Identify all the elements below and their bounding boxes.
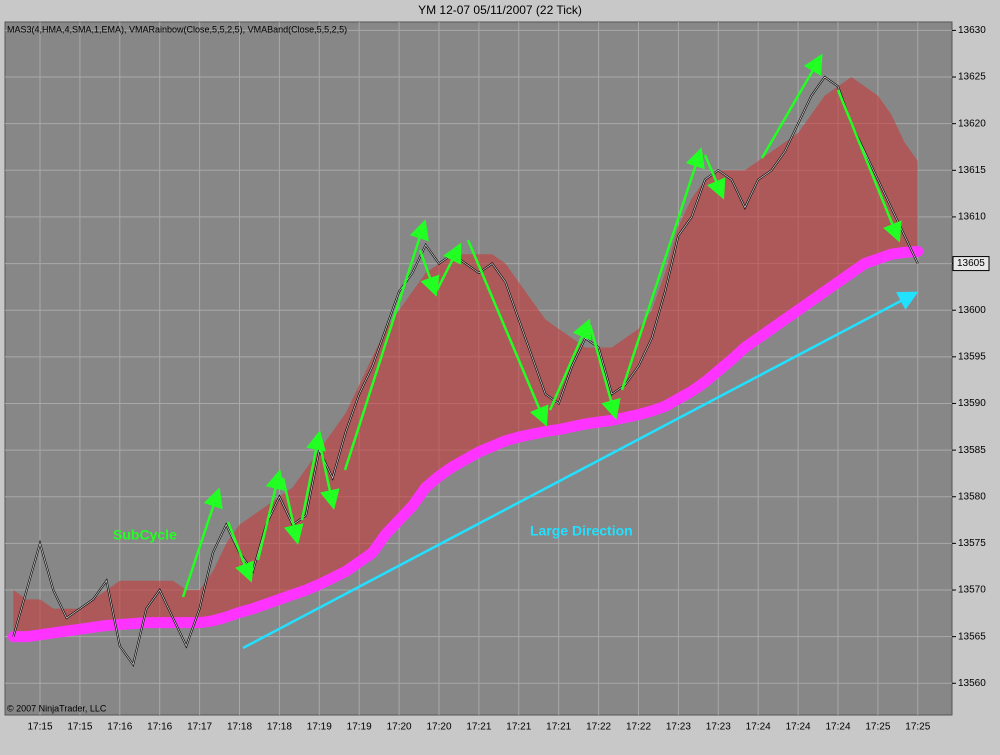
cycle-arrows <box>181 53 902 598</box>
x-tick-label: 17:23 <box>666 722 691 733</box>
indicator-label: MAS3(4,HMA,4,SMA,1,EMA), VMARainbow(Clos… <box>7 24 347 34</box>
x-tick-label: 17:16 <box>107 722 132 733</box>
y-tick-label: 13615 <box>958 165 986 176</box>
y-tick-label: 13590 <box>958 398 986 409</box>
y-tick-label: 13630 <box>958 25 986 36</box>
x-tick-label: 17:24 <box>825 722 850 733</box>
y-tick-label: 13620 <box>958 118 986 129</box>
plot-layer <box>5 22 952 715</box>
x-tick-label: 17:22 <box>586 722 611 733</box>
x-tick-label: 17:24 <box>746 722 771 733</box>
y-tick-label: 13580 <box>958 491 986 502</box>
x-tick-label: 17:21 <box>546 722 571 733</box>
x-tick-label: 17:15 <box>27 722 52 733</box>
x-tick-label: 17:22 <box>626 722 651 733</box>
x-tick-label: 17:18 <box>227 722 252 733</box>
x-tick-label: 17:19 <box>347 722 372 733</box>
y-tick-label: 13625 <box>958 72 986 83</box>
y-tick-label: 13610 <box>958 212 986 223</box>
x-tick-label: 17:25 <box>865 722 890 733</box>
x-tick-label: 17:21 <box>506 722 531 733</box>
x-tick-label: 17:24 <box>786 722 811 733</box>
copyright: © 2007 NinjaTrader, LLC <box>7 703 107 713</box>
x-tick-label: 17:21 <box>466 722 491 733</box>
y-tick-label: 13585 <box>958 445 986 456</box>
x-tick-label: 17:17 <box>187 722 212 733</box>
price-line-highlight <box>13 76 919 666</box>
y-tick-label: 13600 <box>958 305 986 316</box>
y-tick-label: 13565 <box>958 631 986 642</box>
x-tick-label: 17:15 <box>67 722 92 733</box>
y-tick-label: 13570 <box>958 585 986 596</box>
annotation: Large Direction <box>530 523 633 539</box>
x-tick-label: 17:16 <box>147 722 172 733</box>
y-tick-label: 13560 <box>958 678 986 689</box>
x-tick-label: 17:18 <box>267 722 292 733</box>
x-tick-label: 17:19 <box>307 722 332 733</box>
x-tick-label: 17:25 <box>905 722 930 733</box>
annotation: SubCycle <box>113 527 177 543</box>
y-tick-label: 13575 <box>958 538 986 549</box>
vma-line <box>7 245 924 643</box>
x-tick-label: 17:20 <box>387 722 412 733</box>
y-tick-label: 13595 <box>958 351 986 362</box>
last-price-box <box>952 256 990 272</box>
last-price-label: 13605 <box>957 258 985 269</box>
chart-title: YM 12-07 05/11/2007 (22 Tick) <box>418 3 582 17</box>
direction-arrow <box>242 291 919 650</box>
x-tick-label: 17:23 <box>706 722 731 733</box>
x-tick-label: 17:20 <box>426 722 451 733</box>
